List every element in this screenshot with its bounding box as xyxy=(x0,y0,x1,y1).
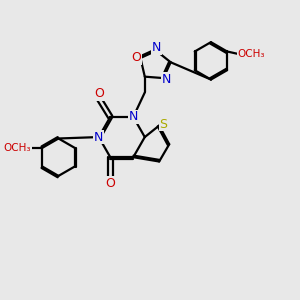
Text: N: N xyxy=(152,41,161,54)
Text: O: O xyxy=(94,87,104,101)
Text: OCH₃: OCH₃ xyxy=(237,50,265,59)
Text: O: O xyxy=(105,177,115,190)
Text: OCH₃: OCH₃ xyxy=(4,143,31,153)
Text: N: N xyxy=(94,130,103,144)
Text: S: S xyxy=(160,118,167,130)
Text: N: N xyxy=(129,110,139,123)
Text: N: N xyxy=(162,73,171,86)
Text: O: O xyxy=(131,52,141,64)
